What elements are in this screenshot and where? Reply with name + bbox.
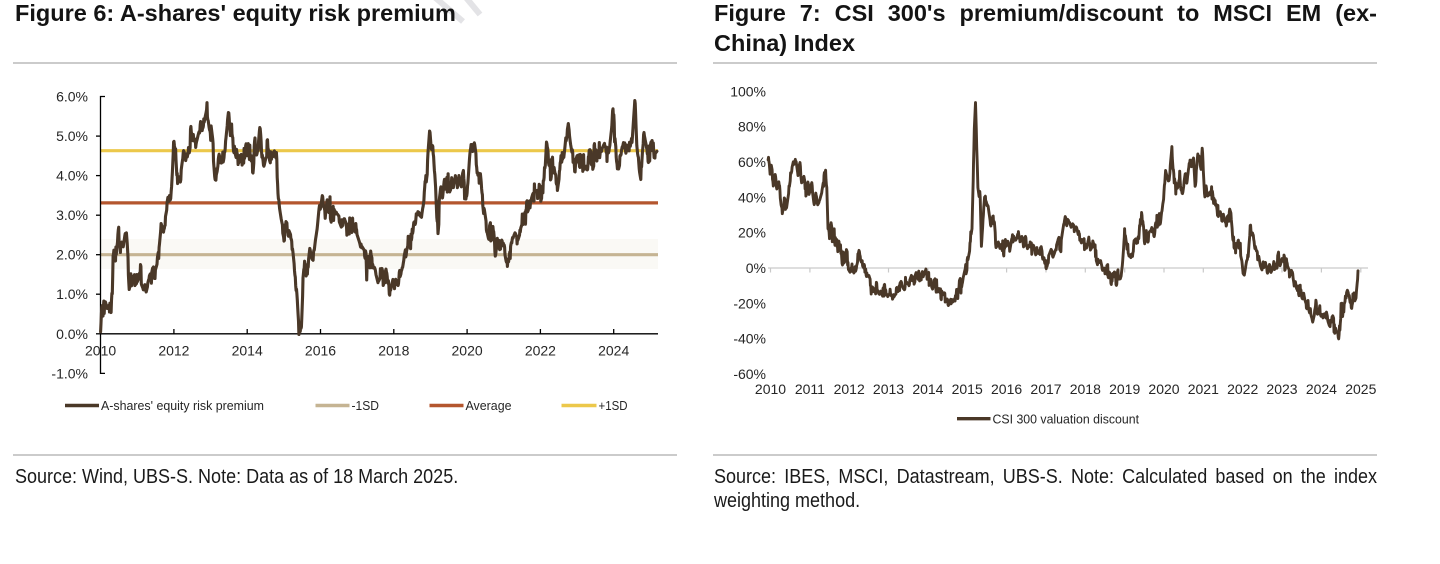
svg-text:A-shares' equity risk premium: A-shares' equity risk premium (101, 398, 264, 413)
svg-text:2019: 2019 (1109, 381, 1140, 397)
svg-text:CSI 300 valuation discount: CSI 300 valuation discount (993, 412, 1140, 427)
svg-text:2025: 2025 (1345, 381, 1376, 397)
svg-text:-20%: -20% (733, 295, 766, 311)
svg-text:2013: 2013 (873, 381, 904, 397)
svg-text:2021: 2021 (1188, 381, 1219, 397)
svg-text:0.0%: 0.0% (56, 326, 88, 342)
svg-text:40%: 40% (738, 189, 766, 205)
svg-text:2012: 2012 (834, 381, 865, 397)
svg-text:1.0%: 1.0% (56, 286, 88, 302)
svg-text:20%: 20% (738, 225, 766, 241)
svg-text:2014: 2014 (232, 343, 263, 359)
svg-text:3.0%: 3.0% (56, 207, 88, 223)
svg-text:2014: 2014 (912, 381, 943, 397)
svg-text:Average: Average (466, 398, 512, 413)
svg-text:2022: 2022 (525, 343, 556, 359)
svg-text:2017: 2017 (1030, 381, 1061, 397)
svg-text:2018: 2018 (378, 343, 409, 359)
svg-text:80%: 80% (738, 119, 766, 135)
svg-text:2011: 2011 (795, 381, 825, 397)
svg-text:2018: 2018 (1070, 381, 1101, 397)
svg-text:2010: 2010 (755, 381, 786, 397)
svg-text:2010: 2010 (85, 343, 116, 359)
svg-text:2015: 2015 (952, 381, 983, 397)
svg-text:+1SD: +1SD (599, 398, 628, 413)
svg-text:0%: 0% (746, 260, 766, 276)
svg-text:-1SD: -1SD (352, 398, 380, 413)
svg-text:2016: 2016 (305, 343, 336, 359)
svg-text:-40%: -40% (733, 331, 766, 347)
svg-text:2016: 2016 (991, 381, 1022, 397)
svg-text:2024: 2024 (598, 343, 629, 359)
svg-text:2022: 2022 (1227, 381, 1258, 397)
svg-text:60%: 60% (738, 154, 766, 170)
svg-text:2.0%: 2.0% (56, 247, 88, 263)
svg-text:2023: 2023 (1266, 381, 1297, 397)
svg-text:2012: 2012 (158, 343, 189, 359)
svg-text:2020: 2020 (452, 343, 483, 359)
svg-text:6.0%: 6.0% (56, 89, 88, 105)
svg-text:100%: 100% (730, 83, 766, 99)
svg-text:-60%: -60% (733, 366, 766, 382)
svg-text:2024: 2024 (1306, 381, 1337, 397)
svg-text:5.0%: 5.0% (56, 128, 88, 144)
svg-text:-1.0%: -1.0% (51, 365, 88, 381)
svg-text:2020: 2020 (1148, 381, 1179, 397)
svg-text:4.0%: 4.0% (56, 168, 88, 184)
